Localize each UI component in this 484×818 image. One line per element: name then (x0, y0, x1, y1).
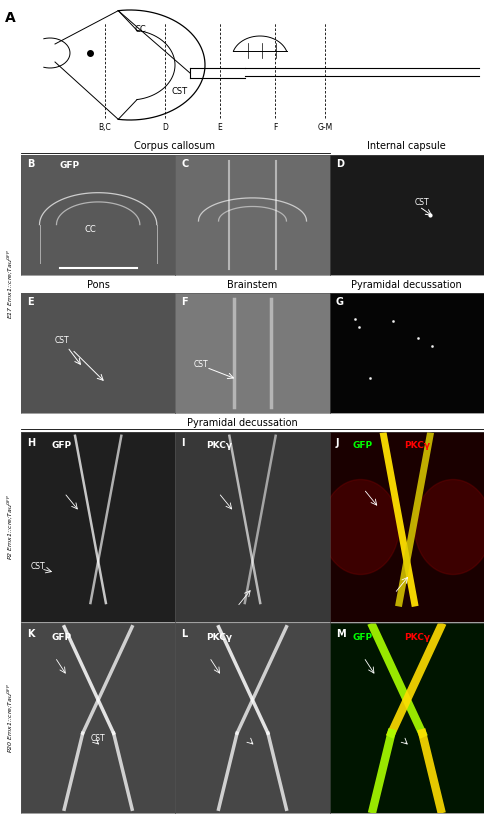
Text: J: J (336, 438, 339, 447)
Text: A: A (5, 11, 16, 25)
Text: M: M (336, 629, 346, 639)
Text: CST: CST (30, 562, 45, 571)
Text: K: K (27, 629, 35, 639)
Text: PKCγ: PKCγ (206, 632, 232, 641)
Text: P2 Emx1::cre;Tau$^{GFP}$: P2 Emx1::cre;Tau$^{GFP}$ (5, 494, 15, 560)
Text: B: B (27, 159, 34, 169)
Text: CST: CST (172, 87, 188, 96)
Text: PKCγ: PKCγ (404, 442, 430, 451)
Text: Pyramidal decussation: Pyramidal decussation (351, 280, 462, 290)
Text: PKCγ: PKCγ (206, 442, 232, 451)
Text: F: F (182, 297, 188, 307)
Text: GFP: GFP (60, 161, 80, 170)
Text: C: C (182, 159, 189, 169)
Text: GFP: GFP (353, 632, 373, 641)
Text: PKCγ: PKCγ (404, 632, 430, 641)
Text: CST: CST (55, 336, 70, 345)
Text: G-M: G-M (318, 123, 333, 132)
Text: E: E (27, 297, 34, 307)
Text: GFP: GFP (52, 632, 72, 641)
Text: D: D (336, 159, 344, 169)
Circle shape (322, 479, 399, 574)
Text: P20 Emx1::cre;Tau$^{GFP}$: P20 Emx1::cre;Tau$^{GFP}$ (5, 683, 15, 753)
Text: Pyramidal decussation: Pyramidal decussation (187, 417, 297, 428)
Text: E: E (218, 123, 222, 132)
Text: E17 Emx1::cre;Tau$^{GFP}$: E17 Emx1::cre;Tau$^{GFP}$ (5, 249, 15, 319)
Text: Brainstem: Brainstem (227, 280, 278, 290)
Text: GFP: GFP (353, 442, 373, 451)
Text: CST: CST (91, 734, 105, 743)
Text: I: I (182, 438, 185, 447)
Text: Pons: Pons (87, 280, 109, 290)
Text: H: H (27, 438, 35, 447)
Text: Internal capsule: Internal capsule (366, 141, 445, 151)
Text: D: D (162, 123, 168, 132)
Text: CC: CC (134, 25, 146, 34)
Text: Corpus callosum: Corpus callosum (135, 141, 215, 151)
Circle shape (415, 479, 484, 574)
Text: G: G (336, 297, 344, 307)
Text: B,C: B,C (99, 123, 111, 132)
Text: CC: CC (85, 225, 96, 234)
Text: CST: CST (194, 361, 209, 370)
Text: L: L (182, 629, 188, 639)
Text: CST: CST (415, 199, 429, 208)
Text: GFP: GFP (52, 442, 72, 451)
Text: F: F (273, 123, 277, 132)
